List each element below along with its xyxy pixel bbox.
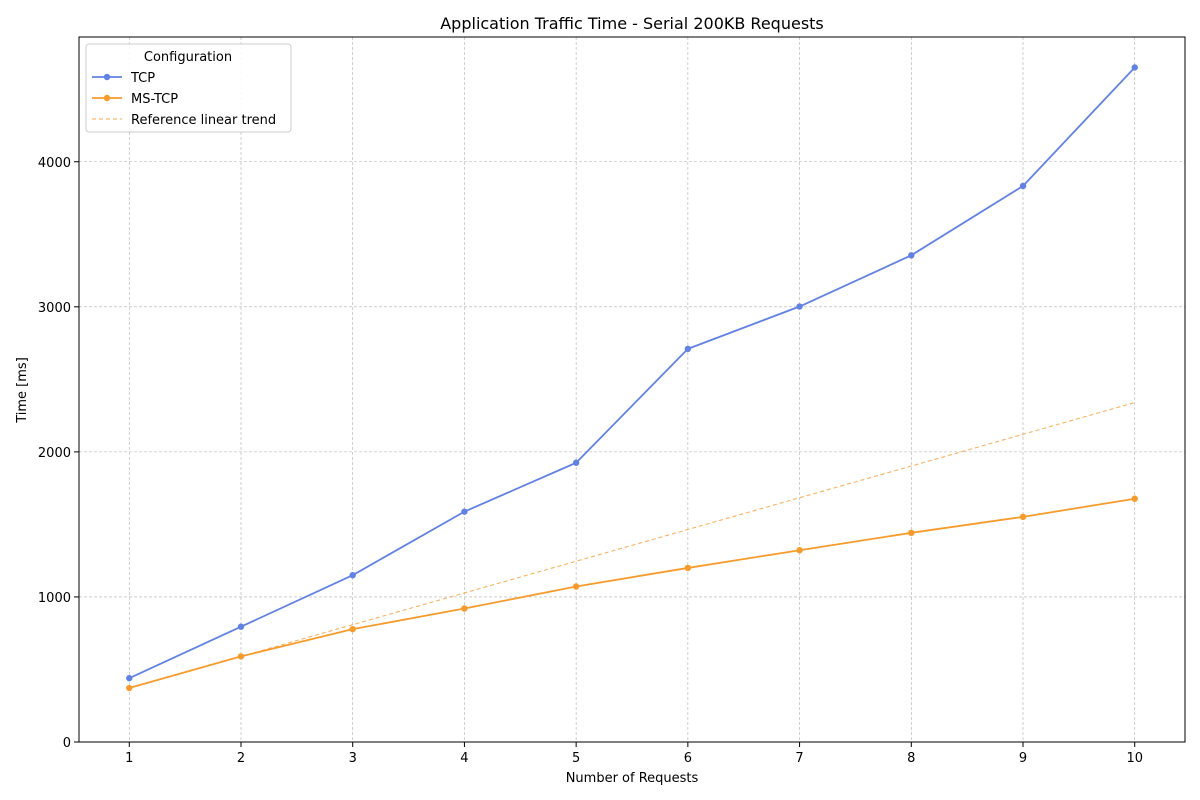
x-tick-label: 3 bbox=[349, 751, 357, 766]
y-tick-label: 3000 bbox=[38, 301, 71, 316]
x-tick-label: 7 bbox=[795, 751, 803, 766]
tcp-point bbox=[461, 508, 468, 515]
x-tick-label: 6 bbox=[684, 751, 692, 766]
tcp-point bbox=[1131, 64, 1138, 71]
y-tick-label: 4000 bbox=[38, 156, 71, 171]
x-tick-label: 2 bbox=[237, 751, 245, 766]
y-axis-label: Time [ms] bbox=[15, 357, 30, 424]
ms-tcp-point bbox=[461, 605, 468, 612]
ms-tcp-point bbox=[684, 564, 692, 572]
ms-tcp-line bbox=[129, 497, 1135, 689]
ms-tcp-point bbox=[126, 684, 133, 692]
x-tick-label: 10 bbox=[1126, 751, 1143, 766]
x-tick-label: 1 bbox=[125, 751, 133, 766]
x-tick-label: 4 bbox=[460, 751, 468, 766]
ms-tcp-point bbox=[237, 653, 245, 660]
axis-ticks: 1 2 3 4 5 6 7 8 9 10 0 1000 2000 3000 4000 bbox=[38, 156, 1143, 766]
tcp-point bbox=[126, 674, 133, 682]
x-tick-label: 9 bbox=[1019, 751, 1027, 766]
tcp-point bbox=[796, 303, 803, 310]
plot-series bbox=[126, 64, 1138, 692]
y-tick-label: 1000 bbox=[38, 591, 71, 606]
x-tick-label: 5 bbox=[572, 751, 580, 766]
tcp-point bbox=[572, 459, 580, 466]
ms-tcp-point bbox=[1019, 513, 1027, 521]
plot-frame bbox=[78, 36, 1186, 743]
legend-marker-ms-tcp bbox=[103, 94, 111, 102]
legend-marker-tcp bbox=[103, 73, 111, 81]
tcp-line bbox=[128, 66, 1136, 679]
legend-title: Configuration bbox=[144, 50, 232, 65]
tcp-point bbox=[349, 571, 356, 579]
ms-tcp-point bbox=[572, 583, 580, 590]
legend-box bbox=[85, 43, 292, 133]
y-tick-label: 2000 bbox=[38, 446, 71, 461]
tcp-point bbox=[908, 252, 915, 259]
ms-tcp-point bbox=[796, 547, 803, 554]
legend-label-ms-tcp: MS-TCP bbox=[131, 92, 178, 107]
ms-tcp-point bbox=[349, 625, 356, 633]
x-axis-label: Number of Requests bbox=[566, 771, 699, 786]
tcp-point bbox=[1019, 182, 1027, 190]
grid bbox=[79, 37, 1185, 743]
tcp-point bbox=[684, 345, 692, 353]
ms-tcp-point bbox=[1131, 495, 1138, 502]
x-tick-label: 8 bbox=[907, 751, 915, 766]
y-tick-label: 0 bbox=[63, 736, 71, 751]
legend: Configuration TCP MS-TCP Reference linear … bbox=[85, 43, 292, 133]
ms-tcp-point bbox=[908, 529, 915, 537]
legend-items: TCP MS-TCP Reference linear trend bbox=[92, 71, 276, 128]
reference-linear-trend-line bbox=[240, 402, 1135, 657]
tcp-point bbox=[237, 623, 245, 630]
chart-title: Application Traffic Time - Serial 200KB … bbox=[440, 14, 824, 33]
legend-label-reference-linear-trend: Reference linear trend bbox=[131, 113, 276, 128]
legend-label-tcp: TCP bbox=[130, 71, 155, 86]
